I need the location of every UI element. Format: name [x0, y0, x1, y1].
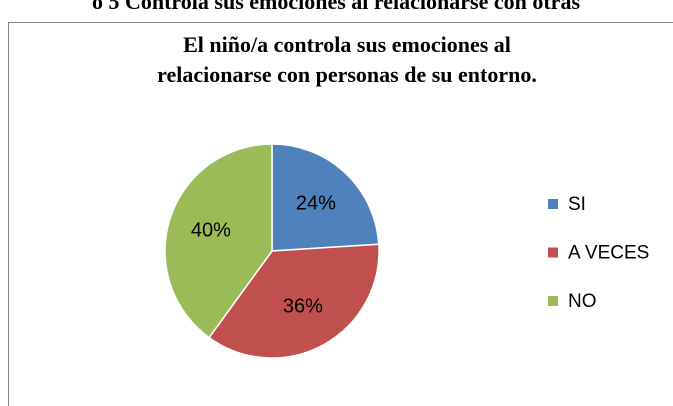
data-label: 36%	[283, 296, 323, 318]
legend-swatch	[548, 296, 558, 306]
data-label: 40%	[191, 219, 231, 241]
legend-label: NO	[568, 291, 597, 312]
caption: o 5 Controla sus emociones al relacionar…	[92, 0, 580, 14]
pie-slice	[208, 243, 380, 359]
pie-slice	[164, 143, 273, 339]
legend-swatch	[548, 247, 558, 258]
pie-slice	[271, 143, 380, 252]
chart-frame	[8, 22, 673, 406]
chart: El niño/a controla sus emociones al relac…	[157, 32, 649, 359]
chart-title: El niño/a controla sus emociones al	[183, 32, 511, 57]
data-label: 24%	[296, 192, 336, 214]
legend-swatch	[548, 199, 558, 209]
chart-title: relacionarse con personas de su entorno.	[157, 62, 537, 87]
legend-label: SI	[568, 194, 586, 215]
legend-label: A VECES	[568, 243, 649, 264]
